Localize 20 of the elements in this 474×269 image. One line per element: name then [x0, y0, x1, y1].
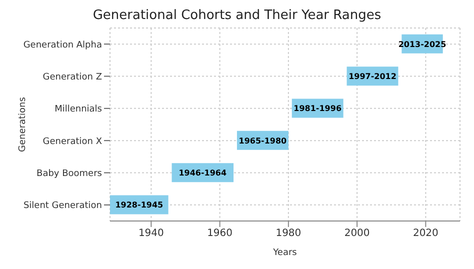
data-label: 2013-2025 [398, 40, 447, 49]
data-label: 1946-1964 [178, 168, 228, 178]
y-tick-label: Generation Z [42, 72, 102, 82]
x-tick-label: 2020 [412, 228, 438, 240]
x-tick-label: 1940 [138, 228, 164, 240]
data-label: 1928-1945 [115, 200, 164, 210]
y-tick-label: Generation X [42, 136, 102, 147]
x-tick-label: 2000 [344, 228, 370, 240]
chart-title: Generational Cohorts and Their Year Ranges [92, 8, 382, 25]
data-label: 1981-1996 [294, 104, 342, 114]
data-label: 1997-2012 [348, 72, 396, 81]
y-tick-label: Baby Boomers [36, 168, 102, 179]
y-axis-title: Generations [18, 96, 28, 152]
x-axis-title: Years [272, 248, 298, 258]
y-tick-label: Millennials [54, 104, 102, 115]
x-tick-label: 1960 [207, 228, 233, 240]
y-tick-label: Silent Generation [23, 201, 102, 212]
x-tick-label: 1980 [276, 228, 302, 240]
data-label: 1965-1980 [238, 136, 288, 146]
y-tick-label: Generation Alpha [23, 40, 102, 50]
